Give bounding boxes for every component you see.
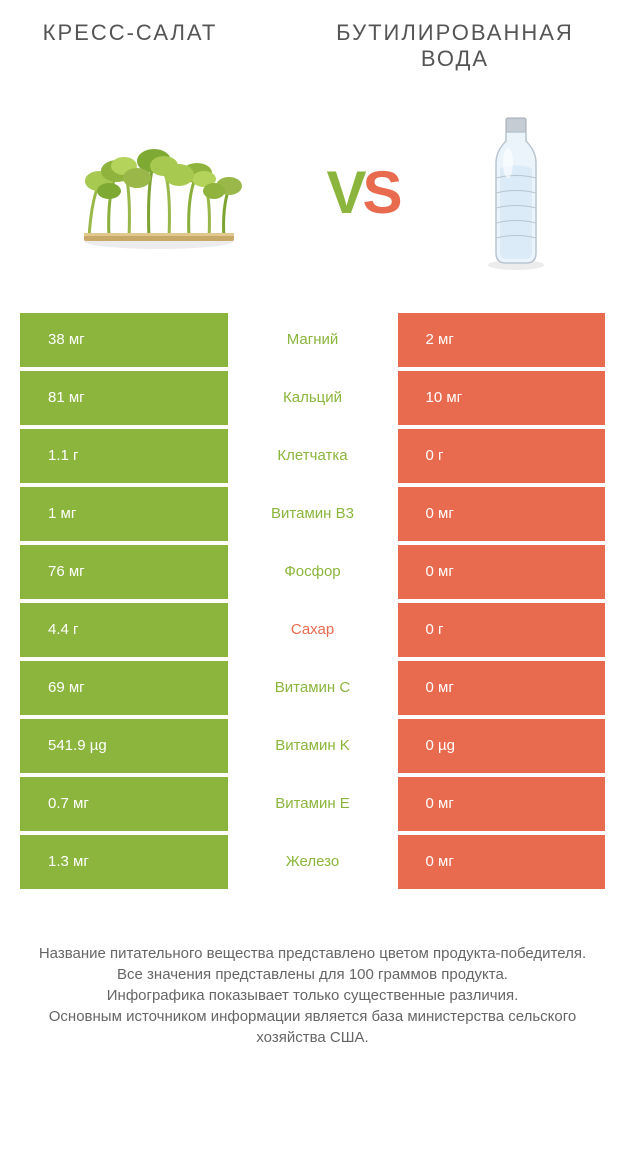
table-row: 1 мгВитамин B30 мг <box>20 487 605 541</box>
nutrient-label: Клетчатка <box>228 429 398 483</box>
footer-line-3: Инфографика показывает только существенн… <box>30 985 595 1006</box>
table-row: 1.3 мгЖелезо0 мг <box>20 835 605 889</box>
header-row: КРЕСС-САЛАТ БУТИЛИРОВАННАЯ ВОДА <box>0 0 625 83</box>
nutrient-label: Железо <box>228 835 398 889</box>
value-right: 0 мг <box>398 835 606 889</box>
nutrient-label: Магний <box>228 313 398 367</box>
comparison-table: 38 мгМагний2 мг81 мгКальций10 мг1.1 гКле… <box>0 313 625 889</box>
footer-line-1: Название питательного вещества представл… <box>30 943 595 964</box>
table-row: 4.4 гСахар0 г <box>20 603 605 657</box>
table-row: 76 мгФосфор0 мг <box>20 545 605 599</box>
cress-salad-icon <box>69 133 249 253</box>
table-row: 69 мгВитамин C0 мг <box>20 661 605 715</box>
value-left: 76 мг <box>20 545 228 599</box>
value-left: 1 мг <box>20 487 228 541</box>
nutrient-label: Витамин C <box>228 661 398 715</box>
infographic-container: КРЕСС-САЛАТ БУТИЛИРОВАННАЯ ВОДА <box>0 0 625 1078</box>
value-right: 0 г <box>398 603 606 657</box>
water-bottle-icon <box>476 113 556 273</box>
nutrient-label: Витамин E <box>228 777 398 831</box>
value-right: 0 мг <box>398 777 606 831</box>
nutrient-label: Витамин B3 <box>228 487 398 541</box>
footer-notes: Название питательного вещества представл… <box>0 893 625 1078</box>
product-left-title: КРЕСС-САЛАТ <box>30 20 230 73</box>
nutrient-label: Сахар <box>228 603 398 657</box>
value-left: 69 мг <box>20 661 228 715</box>
value-left: 1.1 г <box>20 429 228 483</box>
value-right: 10 мг <box>398 371 606 425</box>
value-right: 0 мг <box>398 487 606 541</box>
table-row: 1.1 гКлетчатка0 г <box>20 429 605 483</box>
value-right: 0 мг <box>398 545 606 599</box>
vs-label: VS <box>326 158 398 227</box>
value-right: 0 µg <box>398 719 606 773</box>
table-row: 0.7 мгВитамин E0 мг <box>20 777 605 831</box>
value-left: 541.9 µg <box>20 719 228 773</box>
table-row: 38 мгМагний2 мг <box>20 313 605 367</box>
vs-s: S <box>362 159 398 226</box>
value-left: 0.7 мг <box>20 777 228 831</box>
nutrient-label: Кальций <box>228 371 398 425</box>
value-left: 4.4 г <box>20 603 228 657</box>
product-right-title: БУТИЛИРОВАННАЯ ВОДА <box>315 20 595 73</box>
value-left: 1.3 мг <box>20 835 228 889</box>
nutrient-label: Фосфор <box>228 545 398 599</box>
table-row: 541.9 µgВитамин K0 µg <box>20 719 605 773</box>
value-right: 0 г <box>398 429 606 483</box>
value-right: 2 мг <box>398 313 606 367</box>
footer-line-4: Основным источником информации является … <box>30 1006 595 1048</box>
value-left: 38 мг <box>20 313 228 367</box>
value-right: 0 мг <box>398 661 606 715</box>
value-left: 81 мг <box>20 371 228 425</box>
vs-v: V <box>326 159 362 226</box>
table-row: 81 мгКальций10 мг <box>20 371 605 425</box>
nutrient-label: Витамин K <box>228 719 398 773</box>
footer-line-2: Все значения представлены для 100 граммо… <box>30 964 595 985</box>
images-row: VS <box>0 83 625 313</box>
